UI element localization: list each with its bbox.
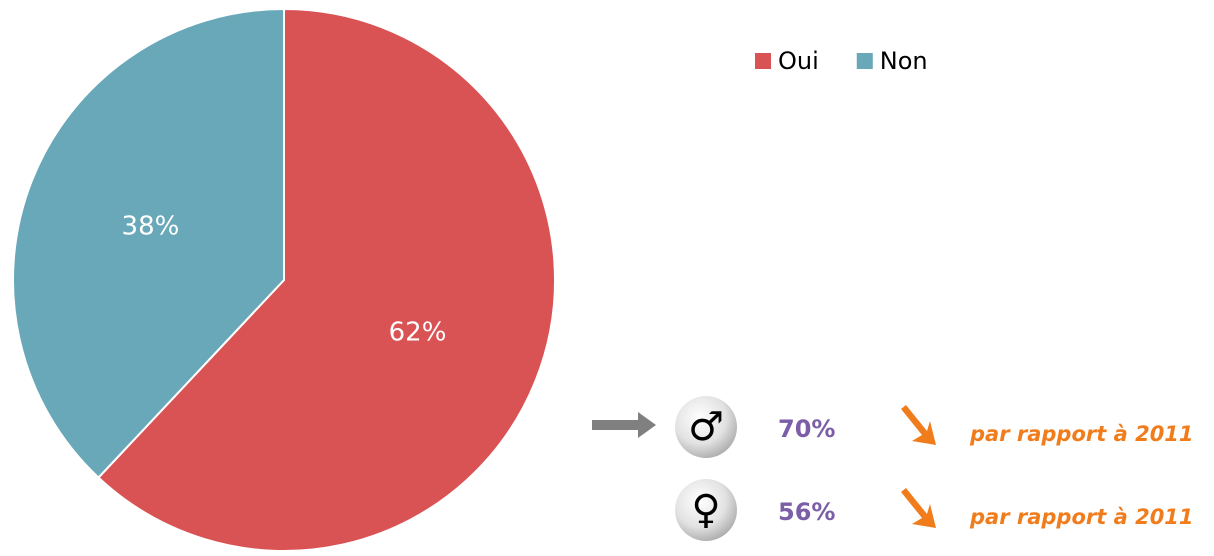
trend-note: par rapport à 2011	[969, 422, 1194, 446]
percent-label: 56%	[778, 498, 835, 526]
slice-label: 38%	[122, 212, 180, 242]
legend-label: Oui	[778, 47, 819, 75]
pie-slice	[12, 7, 285, 479]
gender-symbol: ♀	[691, 487, 720, 533]
legend-swatch	[755, 53, 771, 69]
slice-label: 62%	[389, 317, 447, 347]
symbol-disc	[675, 479, 737, 541]
legend-label: Non	[880, 47, 928, 75]
legend-swatch	[856, 53, 873, 69]
trend-note: par rapport à 2011	[969, 505, 1194, 529]
pointer-arrow	[592, 412, 656, 438]
pie-slice	[97, 7, 556, 552]
trend-arrow	[901, 488, 936, 528]
symbol-disc	[675, 396, 737, 458]
gender-symbol: ♂	[688, 404, 724, 450]
percent-label: 70%	[778, 415, 835, 443]
trend-arrow	[901, 405, 936, 445]
